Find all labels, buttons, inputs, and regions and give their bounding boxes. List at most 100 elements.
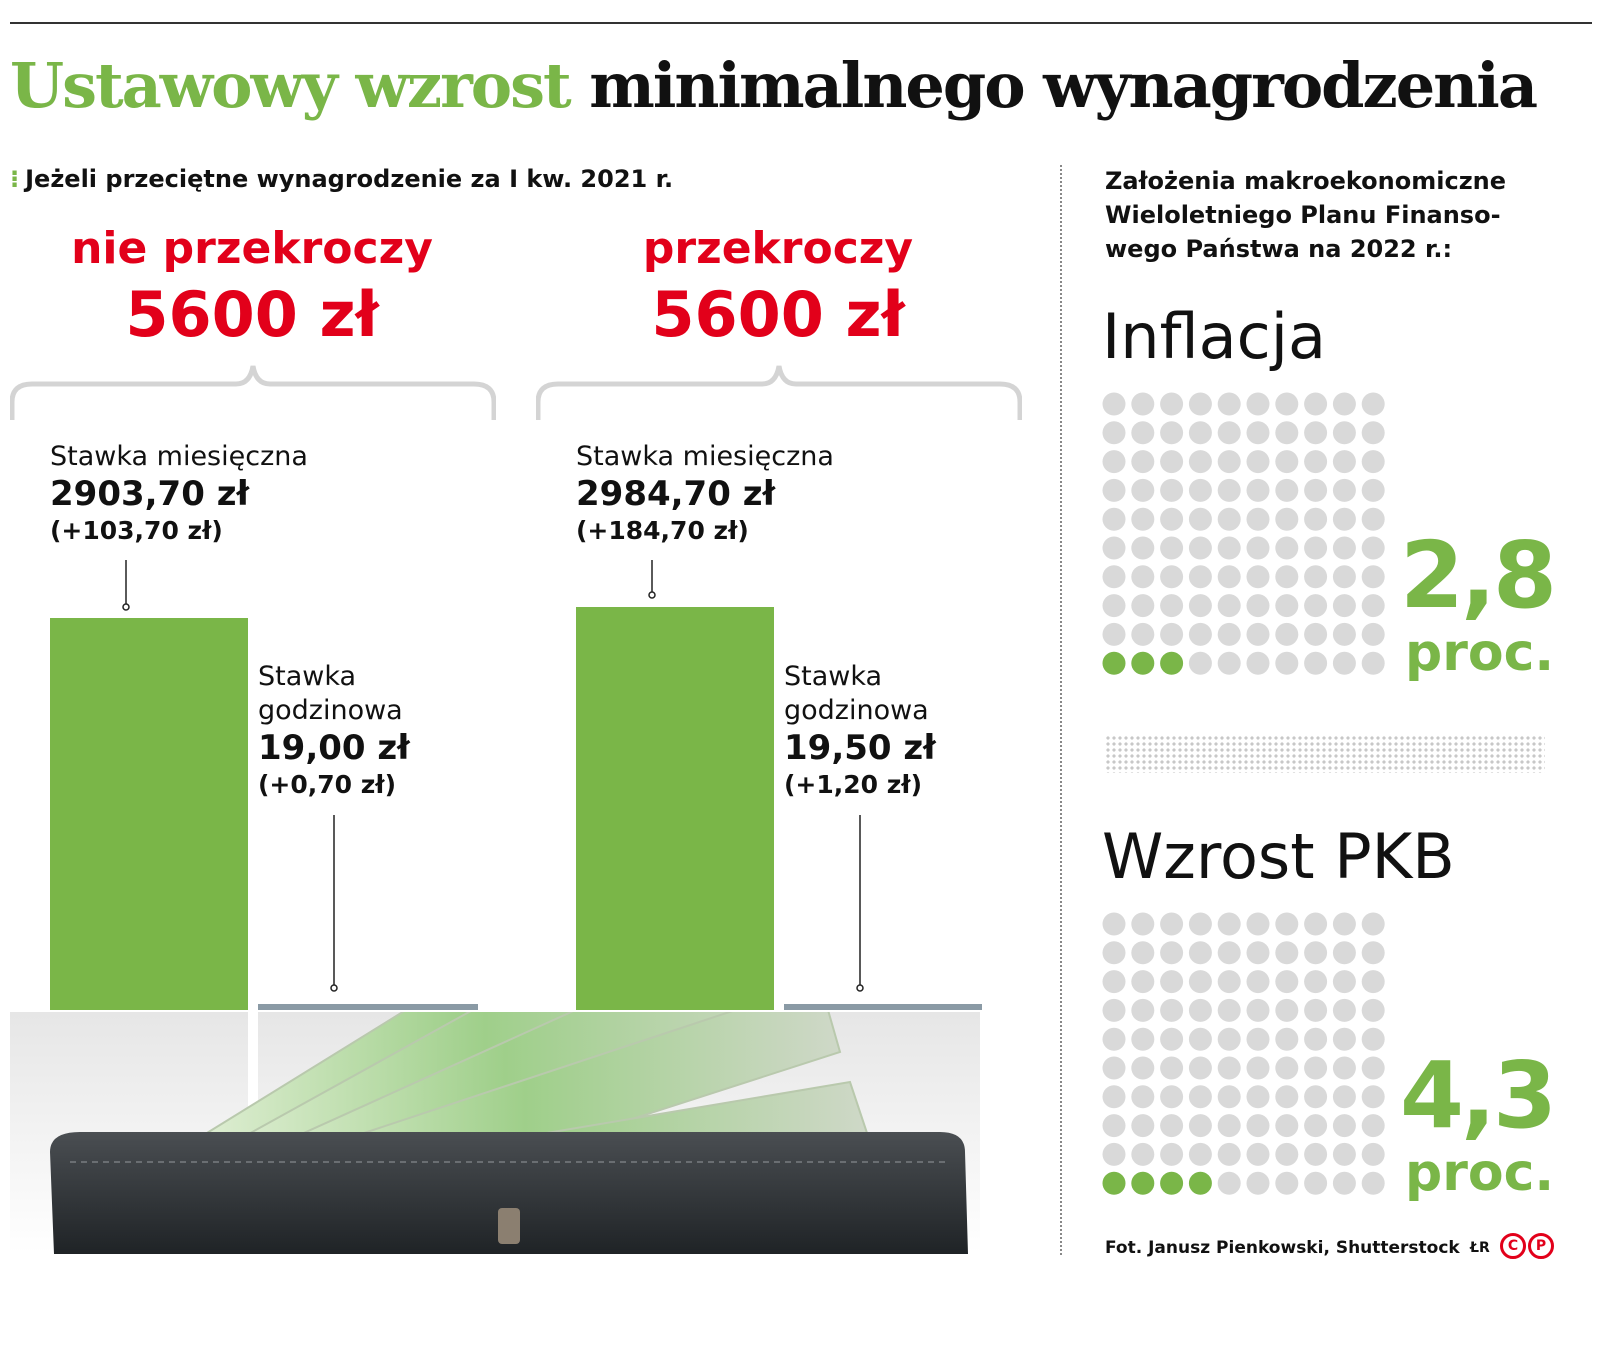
dot-empty xyxy=(1131,594,1155,618)
dot-empty xyxy=(1332,421,1356,445)
dot-empty xyxy=(1304,651,1328,675)
scenario-1-hourly-value: 19,00 zł xyxy=(258,728,410,768)
dot-empty xyxy=(1160,565,1184,589)
dot-empty xyxy=(1361,450,1385,474)
dot-empty xyxy=(1188,970,1212,994)
dot-filled xyxy=(1102,651,1126,675)
dot-empty xyxy=(1188,421,1212,445)
dot-empty xyxy=(1131,1114,1155,1138)
scenario-2-hourly-bar xyxy=(784,1003,982,1010)
dot-empty xyxy=(1217,1027,1241,1051)
scenario-2-hourly-label-2: godzinowa xyxy=(784,695,929,726)
dot-empty xyxy=(1361,1056,1385,1080)
dot-empty xyxy=(1304,507,1328,531)
dot-empty xyxy=(1102,912,1126,936)
dot-empty xyxy=(1160,392,1184,416)
dot-empty xyxy=(1361,998,1385,1022)
dot-empty xyxy=(1188,507,1212,531)
column-separator xyxy=(1060,165,1062,1255)
dot-empty xyxy=(1188,594,1212,618)
dot-empty xyxy=(1102,507,1126,531)
dot-empty xyxy=(1160,1142,1184,1166)
dot-empty xyxy=(1188,565,1212,589)
dot-empty xyxy=(1246,565,1270,589)
scenario-2-hourly-label-block: Stawka godzinowa 19,50 zł (+1,20 zł) xyxy=(784,660,936,802)
dot-empty xyxy=(1102,565,1126,589)
photo-credit: Fot. Janusz Pienkowski, Shutterstock xyxy=(1105,1238,1460,1258)
dot-empty xyxy=(1217,450,1241,474)
dot-empty xyxy=(1361,1171,1385,1195)
dot-empty xyxy=(1332,622,1356,646)
dot-empty xyxy=(1361,651,1385,675)
gdp-dot-chart xyxy=(1102,912,1385,1195)
dot-empty xyxy=(1275,1114,1299,1138)
dot-empty xyxy=(1217,912,1241,936)
dot-empty xyxy=(1246,970,1270,994)
scenario-2-monthly-delta: (+184,70 zł) xyxy=(576,516,749,545)
dot-empty xyxy=(1188,1085,1212,1109)
dot-empty xyxy=(1275,392,1299,416)
dot-empty xyxy=(1361,536,1385,560)
dot-empty xyxy=(1332,1056,1356,1080)
dot-empty xyxy=(1275,998,1299,1022)
dot-empty xyxy=(1160,1085,1184,1109)
dot-empty xyxy=(1304,1171,1328,1195)
scenario-1-monthly-bar xyxy=(50,618,248,1010)
logo-letter-c: C xyxy=(1500,1233,1526,1259)
dot-empty xyxy=(1332,1114,1356,1138)
dot-empty xyxy=(1275,1085,1299,1109)
dot-empty xyxy=(1188,912,1212,936)
dot-empty xyxy=(1332,594,1356,618)
dot-empty xyxy=(1275,941,1299,965)
dot-empty xyxy=(1304,941,1328,965)
dots-bullet-icon: ⁝ xyxy=(10,165,20,193)
dot-empty xyxy=(1217,1142,1241,1166)
dot-empty xyxy=(1246,450,1270,474)
dot-empty xyxy=(1361,565,1385,589)
dot-empty xyxy=(1275,536,1299,560)
dot-empty xyxy=(1275,1171,1299,1195)
dot-empty xyxy=(1304,1114,1328,1138)
dot-empty xyxy=(1304,392,1328,416)
dot-empty xyxy=(1217,651,1241,675)
dot-empty xyxy=(1304,912,1328,936)
macro-heading-line-3: wego Państwa na 2022 r.: xyxy=(1105,235,1453,263)
dot-empty xyxy=(1131,1085,1155,1109)
scenario-1-hourly-label-block: Stawka godzinowa 19,00 zł (+0,70 zł) xyxy=(258,660,410,802)
gdp-value: 4,3 xyxy=(1400,1042,1557,1149)
scenario-2-monthly-bar xyxy=(576,607,774,1010)
dot-empty xyxy=(1332,970,1356,994)
dot-empty xyxy=(1246,912,1270,936)
dot-empty xyxy=(1102,478,1126,502)
dot-empty xyxy=(1160,912,1184,936)
dot-empty xyxy=(1102,970,1126,994)
dot-empty xyxy=(1246,651,1270,675)
dot-empty xyxy=(1160,1056,1184,1080)
logo-lr: ŁR xyxy=(1470,1240,1490,1256)
dot-empty xyxy=(1361,507,1385,531)
dot-empty xyxy=(1332,998,1356,1022)
macro-heading-line-1: Założenia makroekonomiczne xyxy=(1105,167,1507,195)
dot-empty xyxy=(1246,392,1270,416)
dot-empty xyxy=(1246,536,1270,560)
dot-empty xyxy=(1246,507,1270,531)
dot-empty xyxy=(1361,941,1385,965)
dot-empty xyxy=(1160,507,1184,531)
dot-empty xyxy=(1217,392,1241,416)
dotted-divider xyxy=(1105,735,1545,773)
dot-empty xyxy=(1188,1027,1212,1051)
dot-empty xyxy=(1246,1085,1270,1109)
dot-empty xyxy=(1275,594,1299,618)
dot-empty xyxy=(1131,998,1155,1022)
dot-empty xyxy=(1304,1085,1328,1109)
dot-empty xyxy=(1217,622,1241,646)
dot-empty xyxy=(1361,421,1385,445)
dot-empty xyxy=(1102,1027,1126,1051)
scenario-1-brace xyxy=(10,365,496,420)
dot-empty xyxy=(1188,1142,1212,1166)
dot-empty xyxy=(1332,392,1356,416)
dot-empty xyxy=(1304,998,1328,1022)
scenario-2-hourly-leader xyxy=(856,815,864,992)
dot-empty xyxy=(1131,941,1155,965)
dot-empty xyxy=(1102,594,1126,618)
